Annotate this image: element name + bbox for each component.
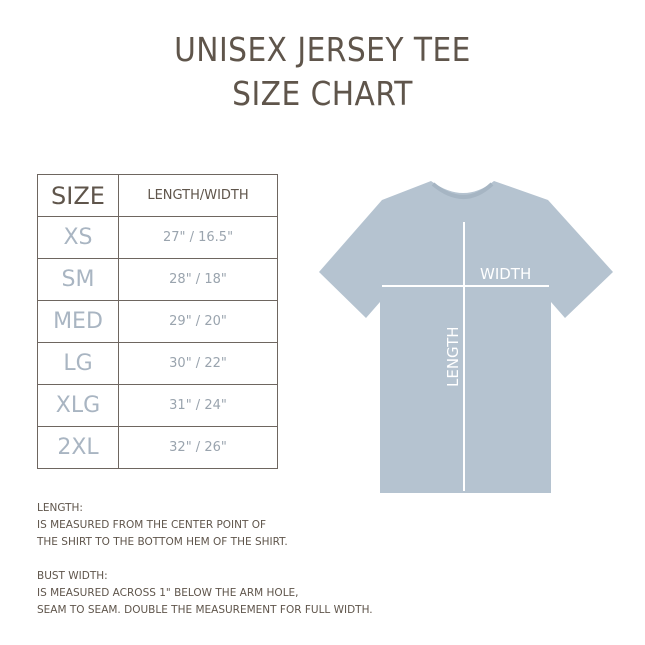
tshirt-shape [319, 181, 613, 493]
measure-cell: 31" / 24" [118, 384, 278, 427]
title-line-2: SIZE CHART [232, 74, 413, 113]
width-heading: BUST WIDTH: [37, 570, 108, 582]
width-note-line: SEAM TO SEAM. DOUBLE THE MEASUREMENT FOR… [37, 604, 373, 616]
collar [431, 182, 494, 199]
width-note-line: IS MEASURED ACROSS 1" BELOW THE ARM HOLE… [37, 587, 299, 599]
size-table: SIZE LENGTH/WIDTH XS 27" / 16.5" SM 28" / … [37, 174, 278, 469]
measure-cell: 30" / 22" [118, 342, 278, 385]
size-cell: XLG [37, 384, 119, 427]
measure-cell: 29" / 20" [118, 300, 278, 343]
table-header-row: SIZE LENGTH/WIDTH [37, 174, 278, 217]
length-note-line: THE SHIRT TO THE BOTTOM HEM OF THE SHIRT… [37, 536, 288, 548]
size-cell: 2XL [37, 426, 119, 469]
width-label: WIDTH [480, 265, 531, 283]
length-note-line: IS MEASURED FROM THE CENTER POINT OF [37, 519, 267, 531]
title-line-1: UNISEX JERSEY TEE [174, 30, 471, 69]
header-length-width: LENGTH/WIDTH [118, 174, 278, 217]
measure-cell: 27" / 16.5" [118, 216, 278, 259]
length-label: LENGTH [444, 326, 462, 387]
measurement-notes: LENGTH: IS MEASURED FROM THE CENTER POIN… [37, 500, 373, 619]
table-row: XLG 31" / 24" [37, 384, 278, 427]
table-row: XS 27" / 16.5" [37, 216, 278, 259]
table-row: 2XL 32" / 26" [37, 426, 278, 469]
measure-cell: 32" / 26" [118, 426, 278, 469]
length-heading: LENGTH: [37, 502, 83, 514]
header-size: SIZE [37, 174, 119, 217]
